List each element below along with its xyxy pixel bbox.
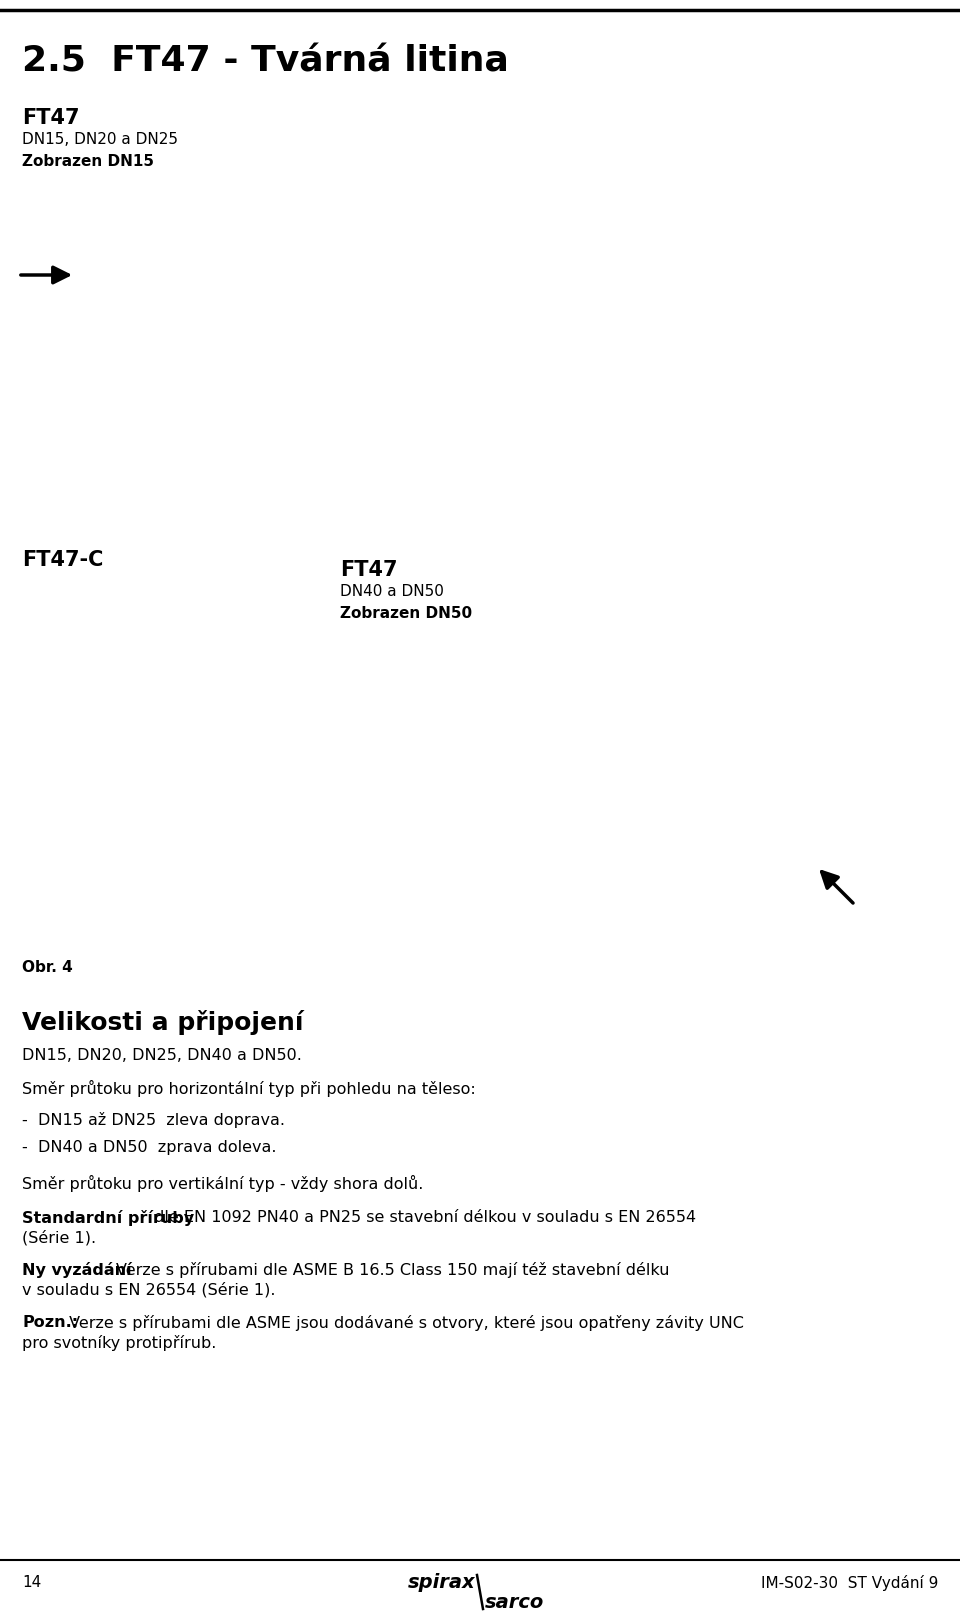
Text: FT47: FT47 [340,560,397,581]
Text: Standardní příruby: Standardní příruby [22,1210,194,1226]
Text: 2.5  FT47 - Tvárná litina: 2.5 FT47 - Tvárná litina [22,45,509,79]
Text: sarco: sarco [485,1594,544,1611]
Text: - Verze s přírubami dle ASME B 16.5 Class 150 mají též stavební délku: - Verze s přírubami dle ASME B 16.5 Clas… [100,1261,669,1277]
Text: (Série 1).: (Série 1). [22,1231,96,1245]
Text: FT47: FT47 [22,108,80,127]
Text: Velikosti a připojení: Velikosti a připojení [22,1010,303,1036]
Text: DN15, DN20, DN25, DN40 a DN50.: DN15, DN20, DN25, DN40 a DN50. [22,1048,301,1063]
Text: IM-S02-30  ST Vydání 9: IM-S02-30 ST Vydání 9 [760,1574,938,1590]
Text: Verze s přírubami dle ASME jsou dodávané s otvory, které jsou opatřeny závity UN: Verze s přírubami dle ASME jsou dodávané… [64,1315,744,1331]
Text: Zobrazen DN50: Zobrazen DN50 [340,606,472,621]
Text: -  DN15 až DN25  zleva doprava.: - DN15 až DN25 zleva doprava. [22,1111,285,1127]
Text: Obr. 4: Obr. 4 [22,960,73,974]
Text: Ny vyzádání: Ny vyzádání [22,1261,132,1277]
Text: DN40 a DN50: DN40 a DN50 [340,584,444,598]
Text: Pozn.:: Pozn.: [22,1315,78,1331]
Text: Směr průtoku pro horizontální typ při pohledu na těleso:: Směr průtoku pro horizontální typ při po… [22,1081,476,1097]
Text: FT47-C: FT47-C [22,550,104,569]
Text: v souladu s EN 26554 (Série 1).: v souladu s EN 26554 (Série 1). [22,1282,276,1297]
Text: DN15, DN20 a DN25: DN15, DN20 a DN25 [22,132,178,147]
Text: Směr průtoku pro vertikální typ - vždy shora dolů.: Směr průtoku pro vertikální typ - vždy s… [22,1174,423,1192]
Text: pro svotníky protipřírub.: pro svotníky protipřírub. [22,1336,216,1352]
Text: spirax: spirax [407,1573,475,1592]
Text: 14: 14 [22,1574,41,1590]
Text: dle EN 1092 PN40 a PN25 se stavební délkou v souladu s EN 26554: dle EN 1092 PN40 a PN25 se stavební délk… [149,1210,696,1224]
Text: Zobrazen DN15: Zobrazen DN15 [22,153,154,169]
Text: -  DN40 a DN50  zprava doleva.: - DN40 a DN50 zprava doleva. [22,1140,276,1155]
